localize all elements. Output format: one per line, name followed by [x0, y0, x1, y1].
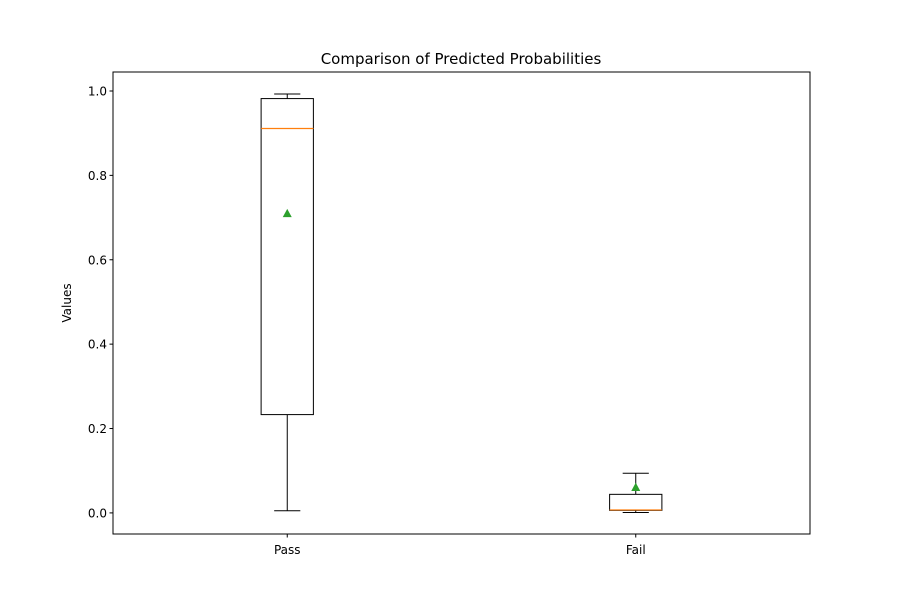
y-tick-label: 0.6 — [88, 253, 107, 267]
iqr-box — [609, 493, 663, 511]
iqr-box — [260, 98, 314, 416]
x-tick-label: Pass — [274, 543, 301, 557]
box-group-pass — [260, 93, 314, 512]
y-tick-label: 1.0 — [88, 84, 107, 98]
box-group-fail — [609, 472, 663, 513]
plot-frame — [112, 71, 811, 535]
y-tick-label: 0.0 — [88, 506, 107, 520]
mean-marker — [282, 208, 292, 218]
mean-marker — [631, 482, 641, 491]
chart-title: Comparison of Predicted Probabilities — [321, 50, 602, 68]
y-tick-label: 0.4 — [88, 338, 107, 352]
y-tick-label: 0.8 — [88, 169, 107, 183]
plot-area — [260, 93, 663, 513]
x-tick-label: Fail — [626, 543, 646, 557]
y-tick-label: 0.2 — [88, 422, 107, 436]
y-axis-label: Values — [60, 283, 74, 322]
